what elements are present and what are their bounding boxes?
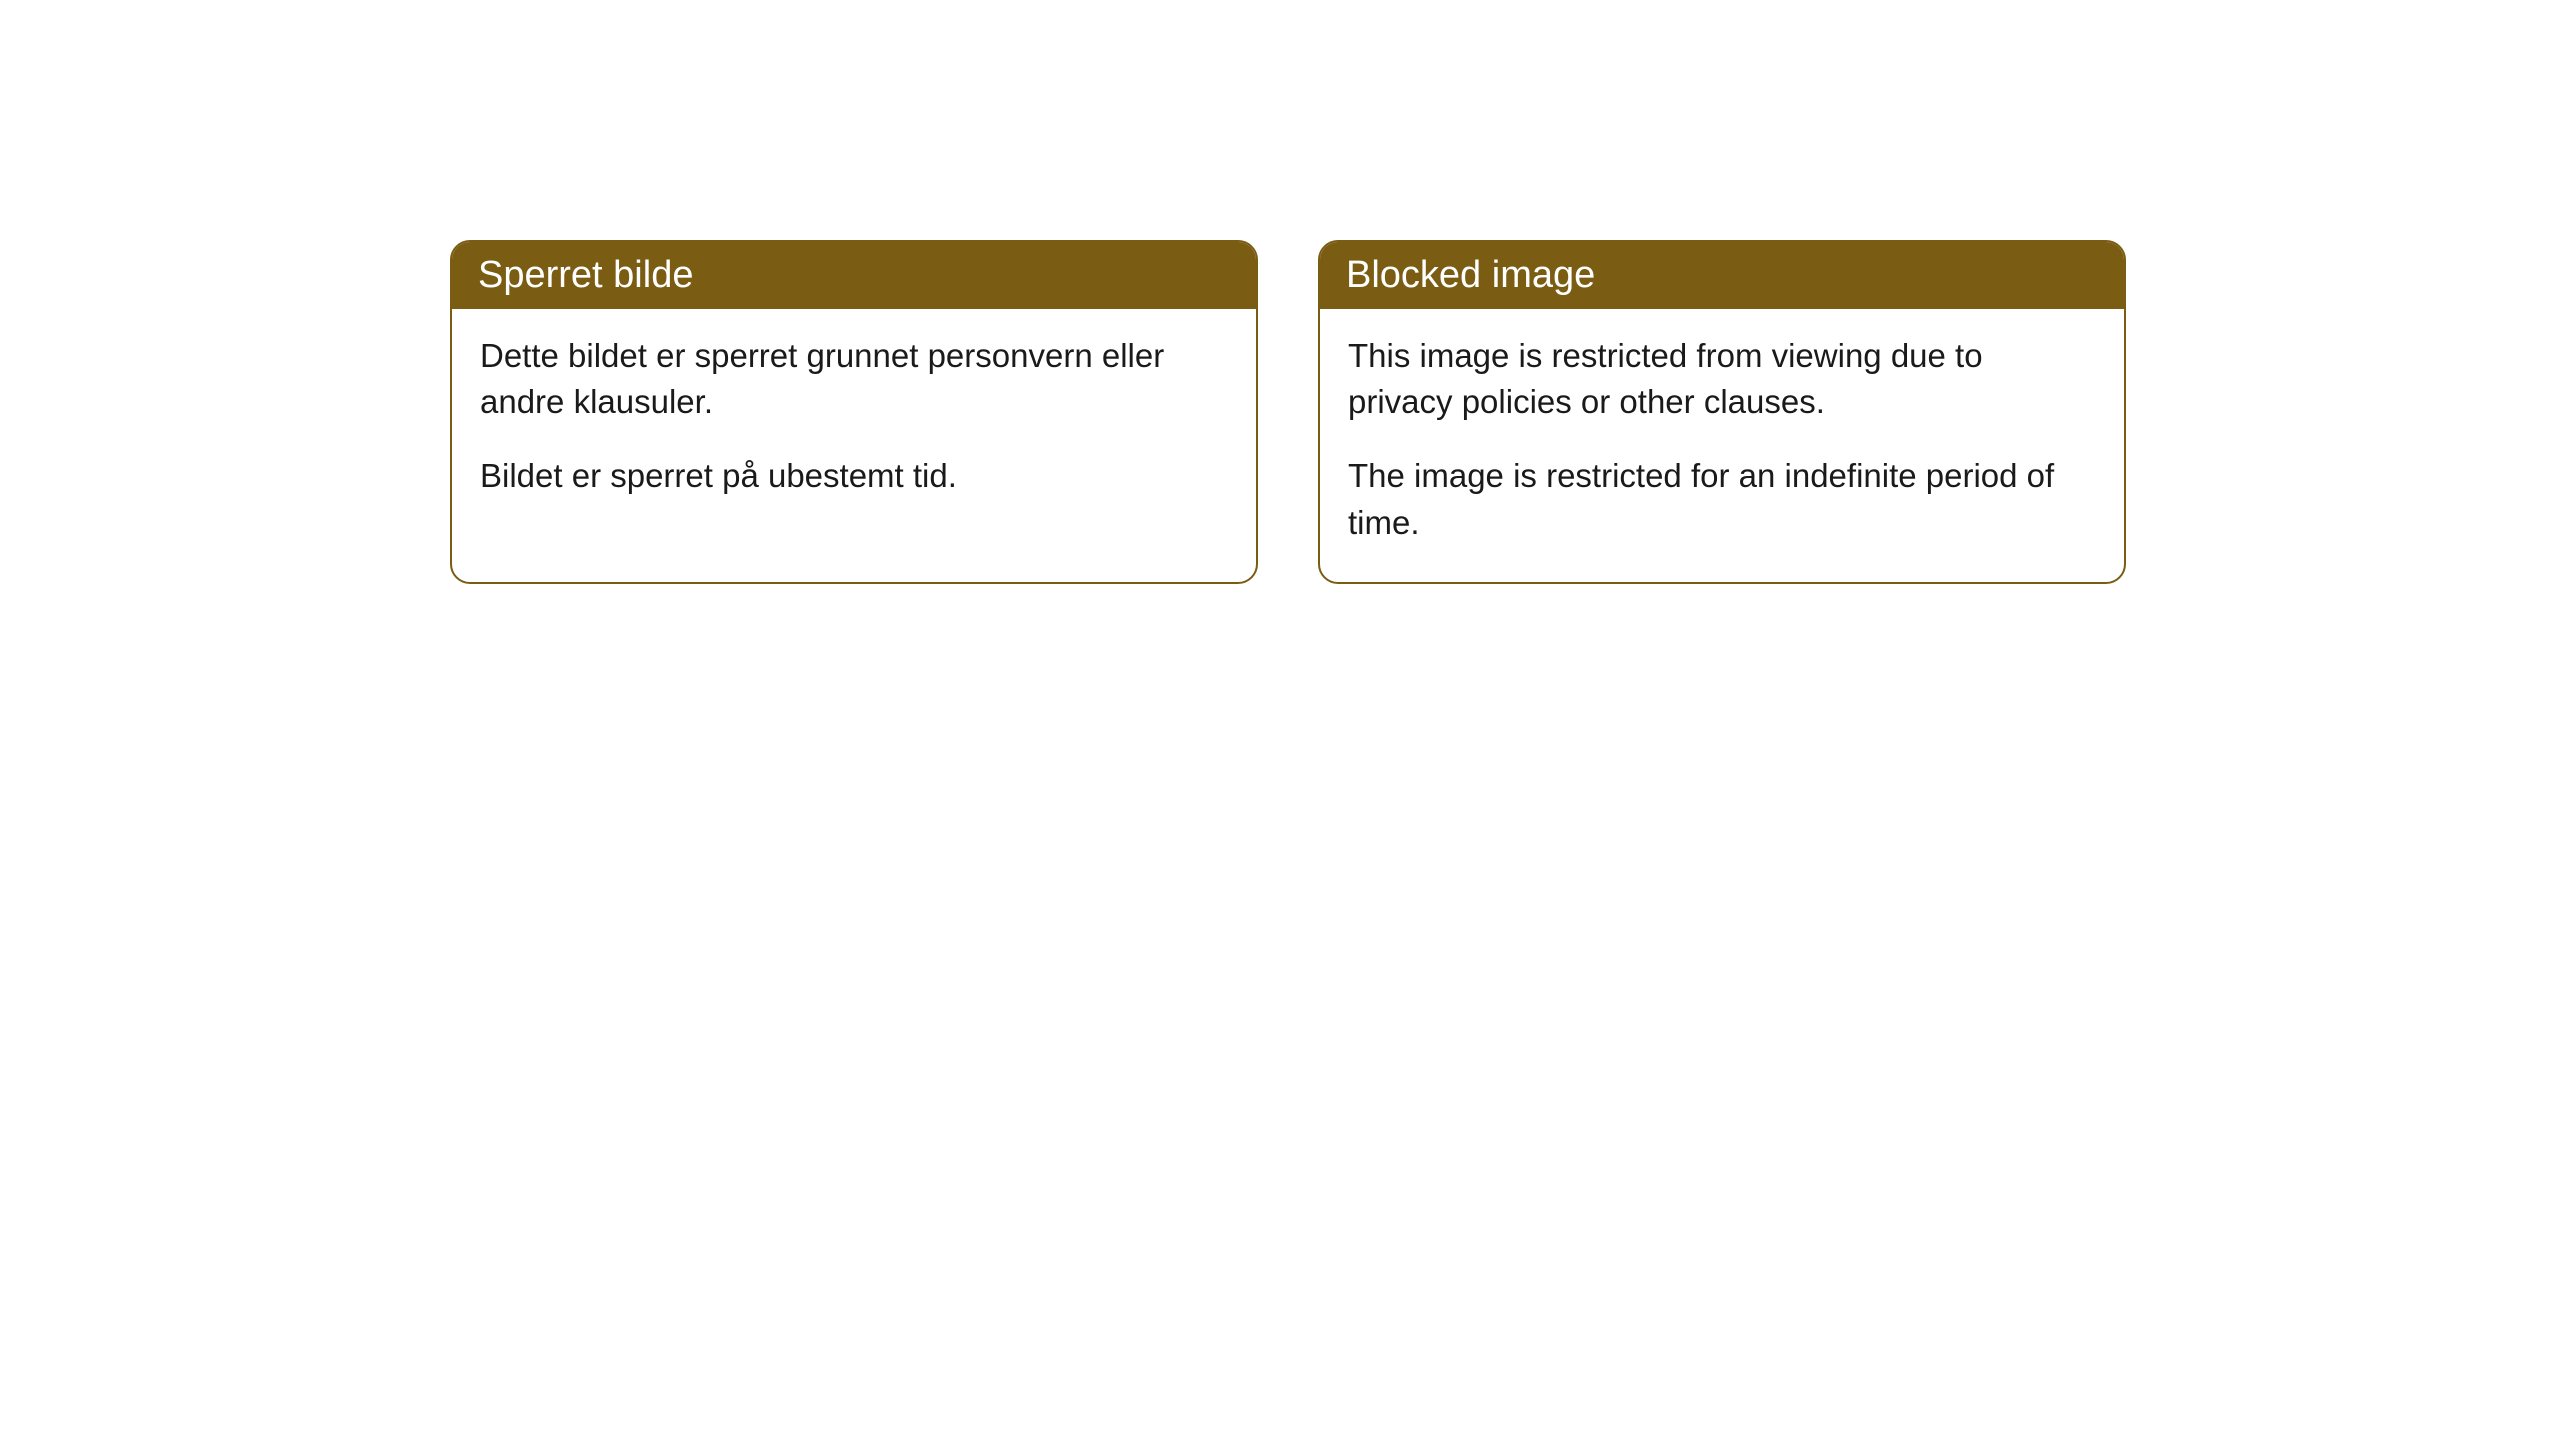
notice-container: Sperret bilde Dette bildet er sperret gr… (0, 0, 2560, 584)
notice-card-norwegian: Sperret bilde Dette bildet er sperret gr… (450, 240, 1258, 584)
card-header-english: Blocked image (1320, 242, 2124, 309)
card-paragraph: Dette bildet er sperret grunnet personve… (480, 333, 1228, 425)
card-paragraph: The image is restricted for an indefinit… (1348, 453, 2096, 545)
notice-card-english: Blocked image This image is restricted f… (1318, 240, 2126, 584)
card-paragraph: Bildet er sperret på ubestemt tid. (480, 453, 1228, 499)
card-header-norwegian: Sperret bilde (452, 242, 1256, 309)
card-paragraph: This image is restricted from viewing du… (1348, 333, 2096, 425)
card-body-norwegian: Dette bildet er sperret grunnet personve… (452, 309, 1256, 536)
card-body-english: This image is restricted from viewing du… (1320, 309, 2124, 582)
